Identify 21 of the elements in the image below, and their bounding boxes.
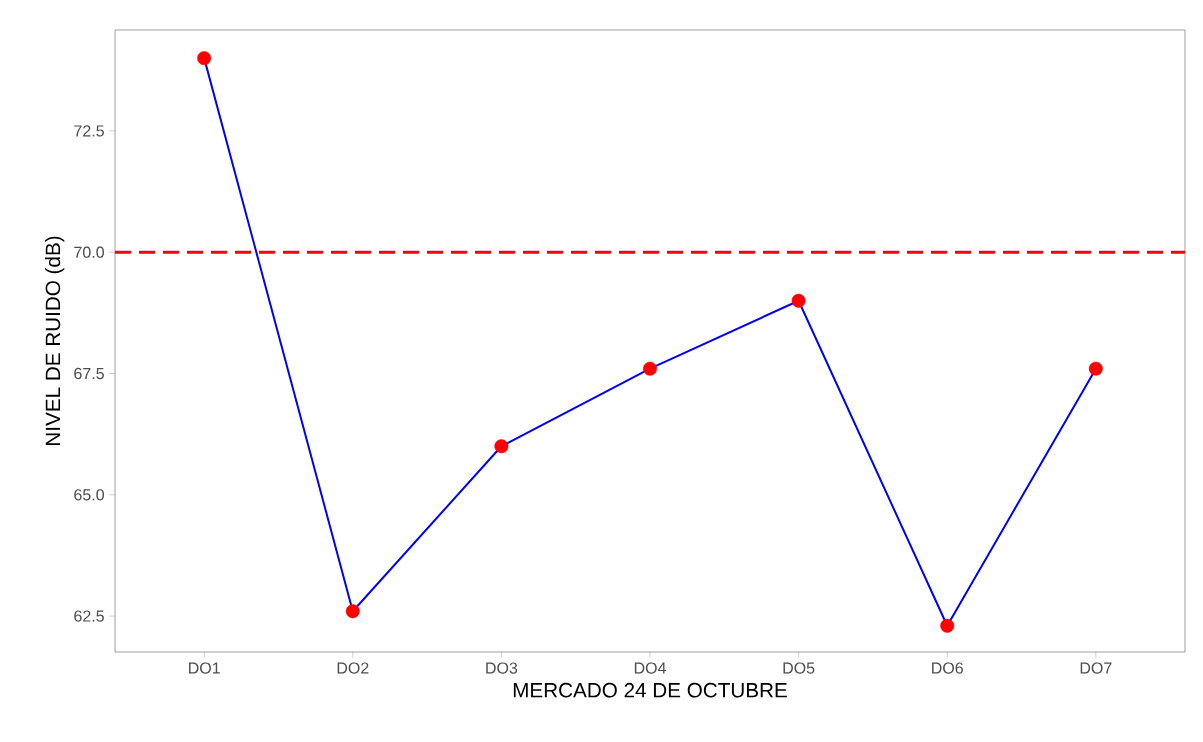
y-tick-label: 65.0 (74, 489, 104, 501)
x-tick-label: DO3 (486, 662, 518, 674)
point (940, 618, 955, 633)
point (1088, 361, 1103, 376)
x-axis-title: MERCADO 24 DE OCTUBRE (513, 682, 787, 698)
y-tick-label: 67.5 (74, 367, 104, 380)
x-tick-label: DO1 (189, 662, 220, 674)
point (345, 604, 360, 619)
point (791, 293, 806, 308)
x-tick-label: DO6 (932, 662, 963, 674)
y-tick-label: 70.0 (74, 246, 104, 258)
point (494, 439, 509, 454)
x-tick-label: DO7 (1080, 662, 1112, 674)
point (197, 51, 212, 66)
y-tick-label: 72.5 (74, 125, 104, 137)
y-tick-label: 62.5 (74, 610, 104, 622)
x-tick-label: DO4 (634, 662, 666, 674)
point (643, 361, 657, 376)
x-tick-label: DO5 (783, 662, 815, 674)
y-axis-title: NIVEL DE RUIDO (dB) (45, 236, 65, 445)
x-tick-label: DO2 (337, 662, 369, 674)
